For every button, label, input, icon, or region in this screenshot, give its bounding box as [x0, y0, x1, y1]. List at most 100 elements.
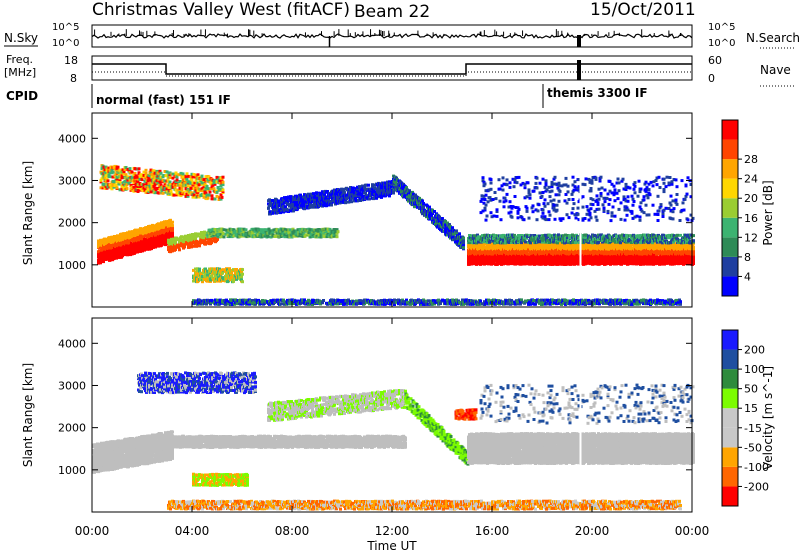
- power-echo: [401, 184, 404, 188]
- power-echo: [484, 254, 487, 258]
- power-echo: [189, 181, 193, 185]
- power-echo: [178, 248, 181, 252]
- power-echo: [99, 178, 103, 182]
- power-echo: [272, 206, 275, 210]
- power-echo: [128, 169, 132, 173]
- power-echo: [175, 191, 179, 195]
- power-echo: [330, 231, 334, 235]
- power-echo: [451, 226, 454, 230]
- power-echo: [194, 184, 198, 188]
- power-echo: [275, 231, 279, 235]
- power-echo: [448, 229, 451, 233]
- power-echo: [195, 244, 198, 248]
- power-echo: [307, 196, 310, 200]
- power-echo: [112, 185, 116, 189]
- power-echo: [164, 174, 168, 178]
- power-echo: [196, 181, 200, 185]
- power-echo: [115, 236, 118, 239]
- power-echo: [330, 203, 333, 207]
- power-echo: [183, 245, 186, 249]
- power-echo: [185, 172, 189, 176]
- power-echo: [156, 182, 160, 185]
- power-echo: [138, 177, 142, 181]
- power-echo: [115, 180, 119, 184]
- power-echo: [150, 175, 154, 179]
- power-echo: [103, 178, 107, 182]
- power-echo: [293, 207, 296, 211]
- power-echo: [365, 194, 368, 198]
- power-echo: [588, 257, 591, 261]
- power-echo: [291, 202, 294, 206]
- power-echo: [425, 215, 428, 219]
- power-echo: [185, 177, 189, 181]
- power-echo: [323, 201, 326, 205]
- power-echo: [184, 187, 188, 191]
- power-echo: [292, 234, 296, 238]
- power-echo: [333, 188, 336, 192]
- power-echo: [372, 197, 375, 201]
- power-echo: [198, 267, 201, 271]
- nave-label: Nave: [760, 63, 791, 77]
- power-echo: [475, 251, 478, 254]
- power-echo: [102, 165, 106, 169]
- power-echo: [303, 195, 306, 199]
- power-echo: [368, 192, 371, 196]
- power-echo: [192, 193, 196, 197]
- power-echo: [204, 175, 208, 179]
- power-echo: [218, 179, 222, 182]
- power-echo: [149, 170, 153, 174]
- power-echo: [269, 200, 272, 204]
- power-echo: [507, 245, 510, 249]
- power-echo: [344, 199, 347, 203]
- power-echo: [134, 174, 138, 178]
- power-echo: [126, 248, 129, 252]
- power-echo: [171, 172, 175, 176]
- power-echo: [174, 171, 178, 175]
- power-echo: [175, 183, 179, 187]
- date-label: 15/Oct/2011: [590, 0, 696, 20]
- power-echo: [206, 240, 209, 244]
- power-echo: [284, 205, 287, 209]
- power-echo: [124, 166, 128, 169]
- power-echo: [416, 205, 419, 209]
- power-echo: [230, 273, 233, 276]
- power-echo: [609, 262, 612, 266]
- power-echo: [371, 185, 374, 189]
- power-echo: [266, 234, 270, 238]
- power-echo: [280, 208, 283, 212]
- power-echo: [271, 199, 274, 202]
- power-echo: [238, 229, 242, 233]
- power-echo: [129, 183, 133, 187]
- power-echo: [159, 183, 163, 187]
- power-echo: [186, 194, 190, 198]
- power-echo: [146, 175, 150, 179]
- power-echo: [563, 248, 566, 252]
- power-echo: [114, 239, 117, 243]
- power-echo: [232, 279, 235, 283]
- power-echo: [230, 271, 233, 275]
- power-echo: [121, 168, 125, 172]
- power-echo: [167, 186, 171, 190]
- nsky-line: [91, 33, 693, 39]
- power-echo: [349, 193, 352, 197]
- power-echo: [202, 192, 206, 196]
- power-echo: [141, 227, 144, 231]
- power-echo: [228, 267, 231, 271]
- power-echo: [449, 225, 452, 229]
- power-echo: [107, 166, 111, 170]
- power-echo: [180, 185, 184, 189]
- power-echo: [506, 243, 509, 247]
- power-echo: [145, 182, 149, 186]
- power-echo: [275, 207, 278, 211]
- power-echo: [380, 189, 383, 193]
- power-echo: [356, 187, 359, 191]
- freq-gap-marker: [577, 60, 581, 80]
- power-echo: [179, 192, 183, 196]
- power-echo: [487, 262, 490, 266]
- freq-unit-label: [MHz]: [4, 66, 36, 79]
- power-echo: [242, 230, 246, 234]
- power-echo: [448, 223, 451, 227]
- freq-tick-top: 18: [64, 54, 78, 67]
- power-echo: [342, 188, 345, 191]
- power-echo: [599, 260, 602, 264]
